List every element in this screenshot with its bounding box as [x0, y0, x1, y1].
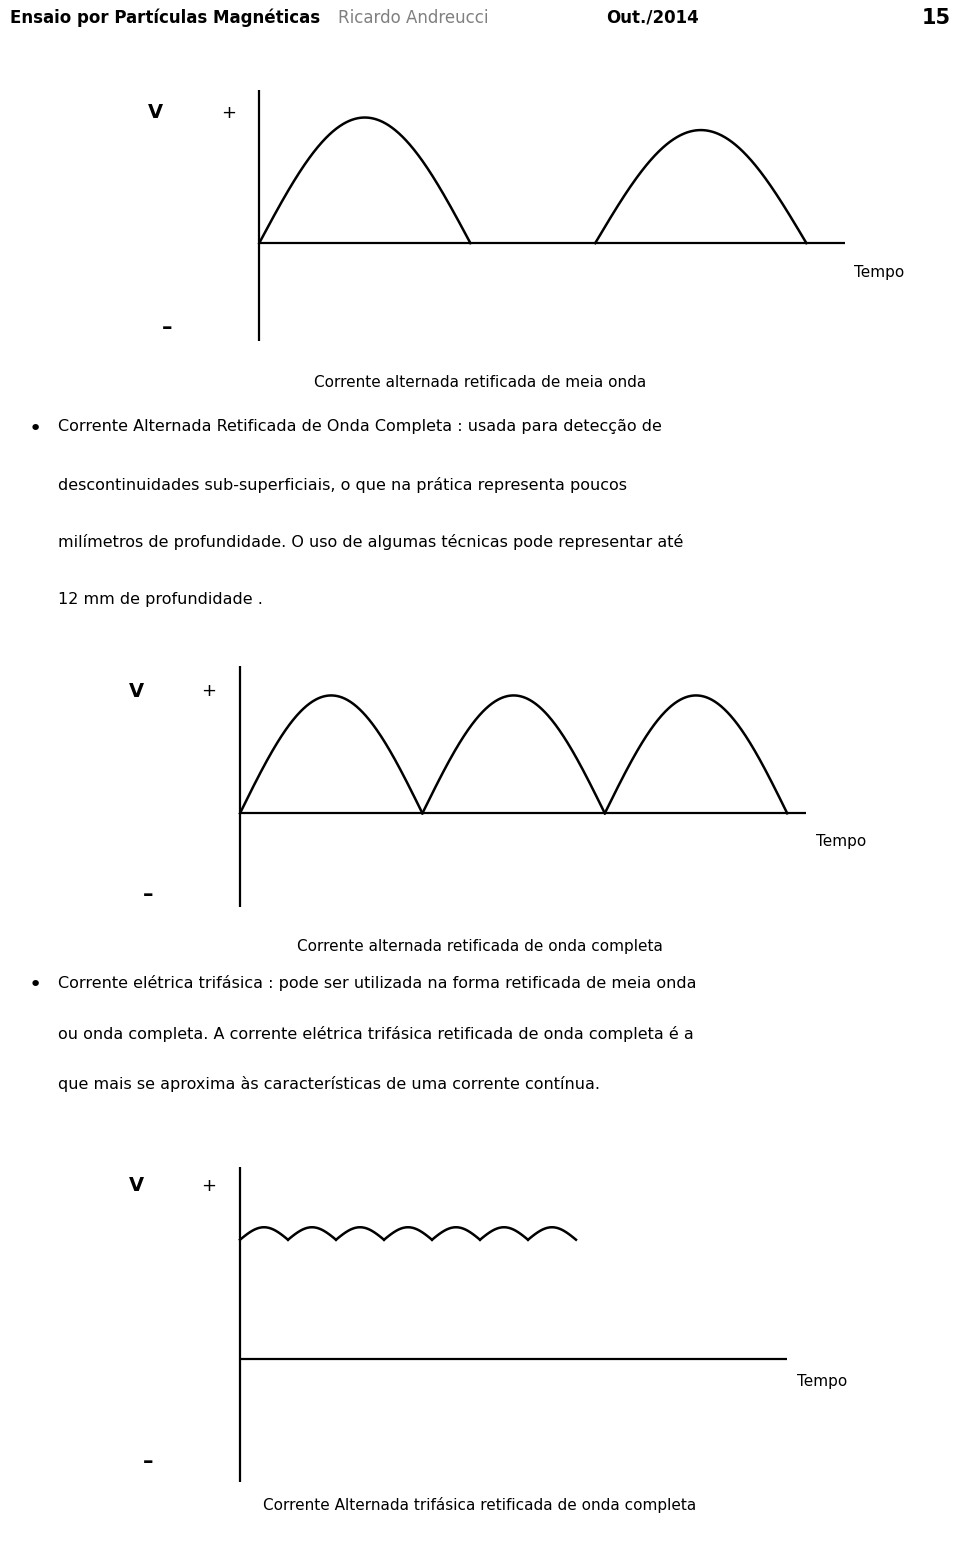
Text: Corrente alternada retificada de onda completa: Corrente alternada retificada de onda co…	[297, 939, 663, 954]
Text: Ricardo Andreucci: Ricardo Andreucci	[338, 8, 488, 27]
Text: •: •	[29, 975, 42, 995]
Text: –: –	[143, 1453, 154, 1473]
Text: Tempo: Tempo	[797, 1374, 847, 1390]
Text: V: V	[129, 682, 144, 700]
Text: milímetros de profundidade. O uso de algumas técnicas pode representar até: milímetros de profundidade. O uso de alg…	[58, 534, 683, 550]
Text: Corrente elétrica trifásica : pode ser utilizada na forma retificada de meia ond: Corrente elétrica trifásica : pode ser u…	[58, 975, 696, 990]
Text: –: –	[143, 885, 154, 904]
Text: descontinuidades sub-superficiais, o que na prática representa poucos: descontinuidades sub-superficiais, o que…	[58, 476, 627, 492]
Text: –: –	[162, 318, 173, 338]
Text: Tempo: Tempo	[854, 265, 904, 280]
Text: que mais se aproxima às características de uma corrente contínua.: que mais se aproxima às características …	[58, 1077, 600, 1092]
Text: Corrente Alternada Retificada de Onda Completa : usada para detecção de: Corrente Alternada Retificada de Onda Co…	[58, 420, 661, 434]
Text: +: +	[202, 1177, 217, 1196]
Text: Corrente alternada retificada de meia onda: Corrente alternada retificada de meia on…	[314, 375, 646, 390]
Text: 15: 15	[922, 8, 950, 28]
Text: •: •	[29, 420, 42, 439]
Text: +: +	[202, 682, 217, 700]
Text: V: V	[129, 1177, 144, 1196]
Text: +: +	[221, 103, 236, 122]
Text: 12 mm de profundidade .: 12 mm de profundidade .	[58, 592, 262, 606]
Text: V: V	[148, 103, 163, 122]
Text: Tempo: Tempo	[816, 834, 866, 849]
Text: ou onda completa. A corrente elétrica trifásica retificada de onda completa é a: ou onda completa. A corrente elétrica tr…	[58, 1026, 693, 1042]
Text: Out./2014: Out./2014	[607, 8, 699, 27]
Text: Corrente Alternada trifásica retificada de onda completa: Corrente Alternada trifásica retificada …	[263, 1496, 697, 1514]
Text: Ensaio por Partículas Magnéticas: Ensaio por Partículas Magnéticas	[10, 8, 320, 27]
